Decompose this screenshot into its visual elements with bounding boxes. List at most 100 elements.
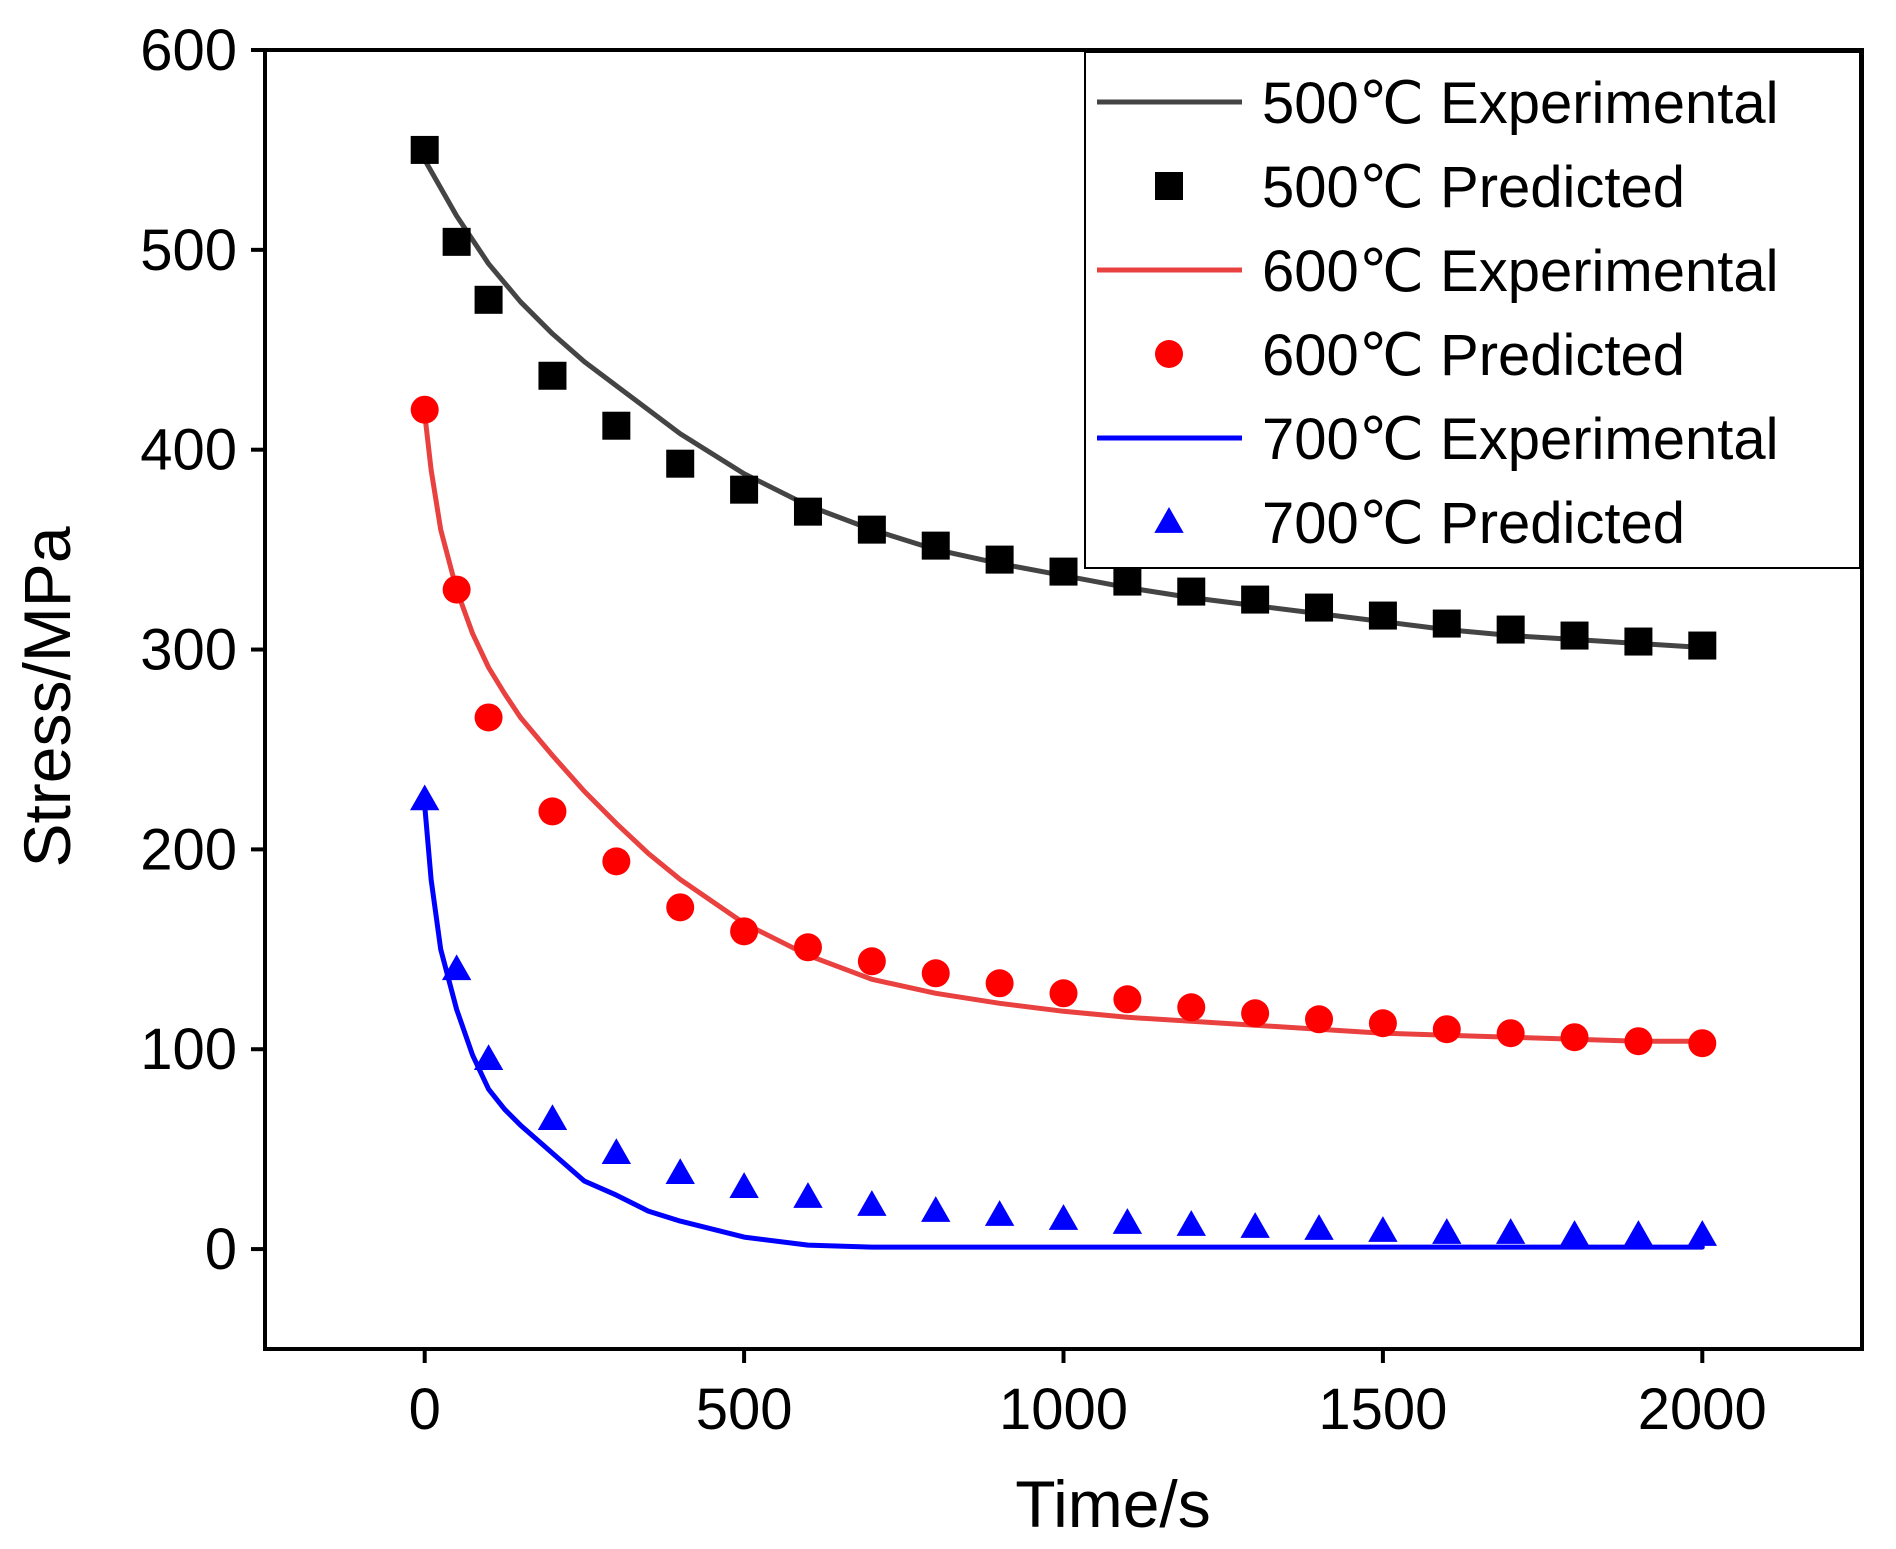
data-point — [1112, 1208, 1143, 1234]
data-point — [1177, 577, 1206, 606]
data-point — [1624, 1027, 1653, 1056]
data-point — [1305, 593, 1334, 622]
data-point — [1623, 1220, 1654, 1246]
legend-item-500-experimental: 500℃ Experimental — [1097, 71, 1779, 136]
data-point — [473, 1044, 504, 1071]
data-point — [442, 575, 471, 604]
data-point — [666, 449, 695, 478]
data-point — [793, 933, 822, 962]
data-point — [1368, 601, 1397, 630]
y-tick-label: 200 — [140, 817, 237, 882]
legend-label: 600℃ Predicted — [1262, 323, 1685, 388]
legend-marker-swatch — [1155, 340, 1183, 368]
data-point — [1241, 999, 1270, 1028]
data-point — [1624, 627, 1653, 656]
series-500-predicted — [410, 135, 1717, 660]
data-point — [666, 893, 695, 922]
legend: 500℃ Experimental 500℃ Predicted 600℃ Expe… — [1084, 51, 1861, 569]
y-tick-label: 0 — [205, 1217, 237, 1282]
data-point — [1177, 993, 1206, 1022]
data-point — [793, 497, 822, 526]
y-axis-title: Stress/MPa — [10, 526, 84, 867]
y-tick-label: 300 — [140, 618, 237, 683]
data-point — [441, 954, 472, 981]
data-point — [1368, 1009, 1397, 1038]
data-point — [1496, 615, 1525, 644]
data-point — [985, 969, 1014, 998]
data-point — [1560, 1023, 1589, 1052]
data-point — [730, 475, 759, 504]
data-point — [602, 411, 631, 440]
legend-item-700-predicted: 700℃ Predicted — [1154, 491, 1685, 556]
data-point — [1432, 609, 1461, 638]
data-point — [921, 531, 950, 560]
legend-label: 500℃ Experimental — [1262, 71, 1779, 136]
data-point — [1240, 1212, 1270, 1238]
legend-label: 600℃ Experimental — [1262, 239, 1779, 304]
x-tick-label: 2000 — [1638, 1377, 1767, 1442]
legend-label: 700℃ Predicted — [1262, 491, 1685, 556]
data-point — [1304, 1214, 1334, 1240]
data-point — [410, 135, 439, 164]
data-point — [921, 1196, 951, 1222]
data-point — [984, 1200, 1015, 1226]
data-point — [921, 959, 950, 988]
data-point — [1049, 557, 1078, 586]
data-point — [1432, 1015, 1461, 1044]
data-point — [985, 545, 1014, 574]
data-point — [1113, 985, 1142, 1014]
data-point — [1305, 1005, 1334, 1034]
data-point — [1688, 631, 1717, 660]
data-point — [1432, 1218, 1462, 1244]
legend-label: 500℃ Predicted — [1262, 155, 1685, 220]
x-tick-label: 500 — [696, 1377, 793, 1442]
legend-label: 700℃ Experimental — [1262, 407, 1779, 472]
data-point — [474, 703, 503, 732]
x-axis-title: Time/s — [1015, 1467, 1211, 1541]
y-tick-label: 400 — [140, 418, 237, 483]
data-point — [538, 361, 567, 390]
series-line — [422, 802, 1705, 1250]
data-point — [1176, 1210, 1206, 1236]
data-point — [857, 947, 886, 976]
y-tick-label: 100 — [140, 1017, 237, 1082]
series-600-predicted — [410, 395, 1717, 1058]
data-point — [602, 847, 631, 876]
data-point — [1688, 1029, 1717, 1058]
y-tick-label: 600 — [140, 18, 237, 83]
legend-item-600-experimental: 600℃ Experimental — [1097, 239, 1779, 304]
tick-layer: 0 500 1000 1500 2000 0 100 200 300 400 500 600 — [140, 18, 1767, 1442]
series-700-predicted — [410, 784, 1717, 1246]
data-point — [1048, 1204, 1079, 1230]
x-tick-label: 1000 — [999, 1377, 1128, 1442]
data-point — [665, 1158, 695, 1184]
data-point — [730, 917, 759, 946]
data-point — [857, 515, 886, 544]
series-layer — [410, 135, 1717, 1250]
data-point — [601, 1138, 632, 1164]
data-point — [410, 784, 440, 811]
data-point — [1495, 1218, 1526, 1244]
x-tick-label: 0 — [409, 1377, 441, 1442]
data-point — [729, 1172, 759, 1198]
legend-item-600-predicted: 600℃ Predicted — [1155, 323, 1685, 388]
data-point — [1241, 585, 1270, 614]
legend-item-700-experimental: 700℃ Experimental — [1097, 407, 1779, 472]
data-point — [1113, 567, 1142, 596]
data-point — [538, 797, 567, 826]
data-point — [1559, 1220, 1590, 1246]
data-point — [1049, 979, 1078, 1008]
y-tick-label: 500 — [140, 218, 237, 283]
data-point — [474, 285, 503, 314]
data-point — [442, 227, 471, 256]
data-point — [1687, 1220, 1717, 1246]
legend-marker-swatch — [1154, 507, 1184, 533]
data-point — [857, 1190, 887, 1216]
legend-item-500-predicted: 500℃ Predicted — [1155, 155, 1685, 220]
series-700-experimental — [422, 802, 1705, 1250]
data-point — [410, 395, 439, 424]
legend-marker-swatch — [1155, 172, 1183, 200]
data-point — [1560, 621, 1589, 650]
legend-box — [1084, 51, 1861, 569]
